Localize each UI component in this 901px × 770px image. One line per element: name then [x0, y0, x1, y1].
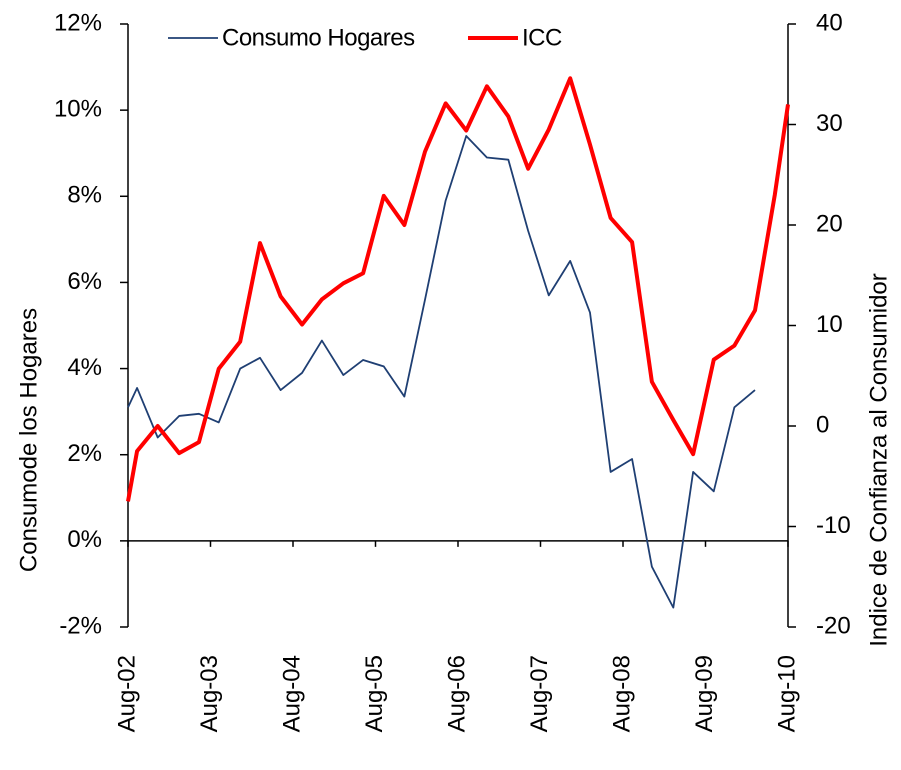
- legend-label: Consumo Hogares: [222, 24, 415, 51]
- y2-tick-label: 0: [816, 411, 829, 438]
- x-tick-label: Aug-05: [361, 655, 388, 732]
- legend-label: ICC: [522, 24, 562, 51]
- y-tick-label: 4%: [67, 354, 102, 381]
- x-tick-label: Aug-06: [443, 655, 470, 732]
- series-line: [127, 135, 756, 609]
- y-tick-label: 12%: [54, 9, 102, 36]
- y-tick-label: -2%: [59, 612, 102, 639]
- x-tick-label: Aug-08: [608, 655, 635, 732]
- y-tick-label: 6%: [67, 268, 102, 295]
- x-tick-label: Aug-03: [196, 655, 223, 732]
- x-tick-label: Aug-04: [278, 655, 305, 732]
- y-tick-label: 10%: [54, 95, 102, 122]
- x-tick-label: Aug-02: [113, 655, 140, 732]
- y2-tick-label: 10: [816, 311, 843, 338]
- y-tick-label: 0%: [67, 526, 102, 553]
- x-tick-label: Aug-07: [526, 655, 553, 732]
- y2-axis-title: Indice de Confianza al Consumidor: [865, 273, 892, 647]
- y2-tick-label: -20: [816, 612, 851, 639]
- y-axis-title: Consumode los Hogares: [15, 308, 42, 572]
- y-tick-label: 8%: [67, 182, 102, 209]
- y2-tick-label: 20: [816, 210, 843, 237]
- y-tick-label: 2%: [67, 440, 102, 467]
- series-line: [126, 76, 790, 502]
- y2-tick-label: 40: [816, 9, 843, 36]
- x-tick-label: Aug-10: [773, 655, 800, 732]
- y2-tick-label: 30: [816, 110, 843, 137]
- x-tick-label: Aug-09: [691, 655, 718, 732]
- y2-tick-label: -10: [816, 512, 851, 539]
